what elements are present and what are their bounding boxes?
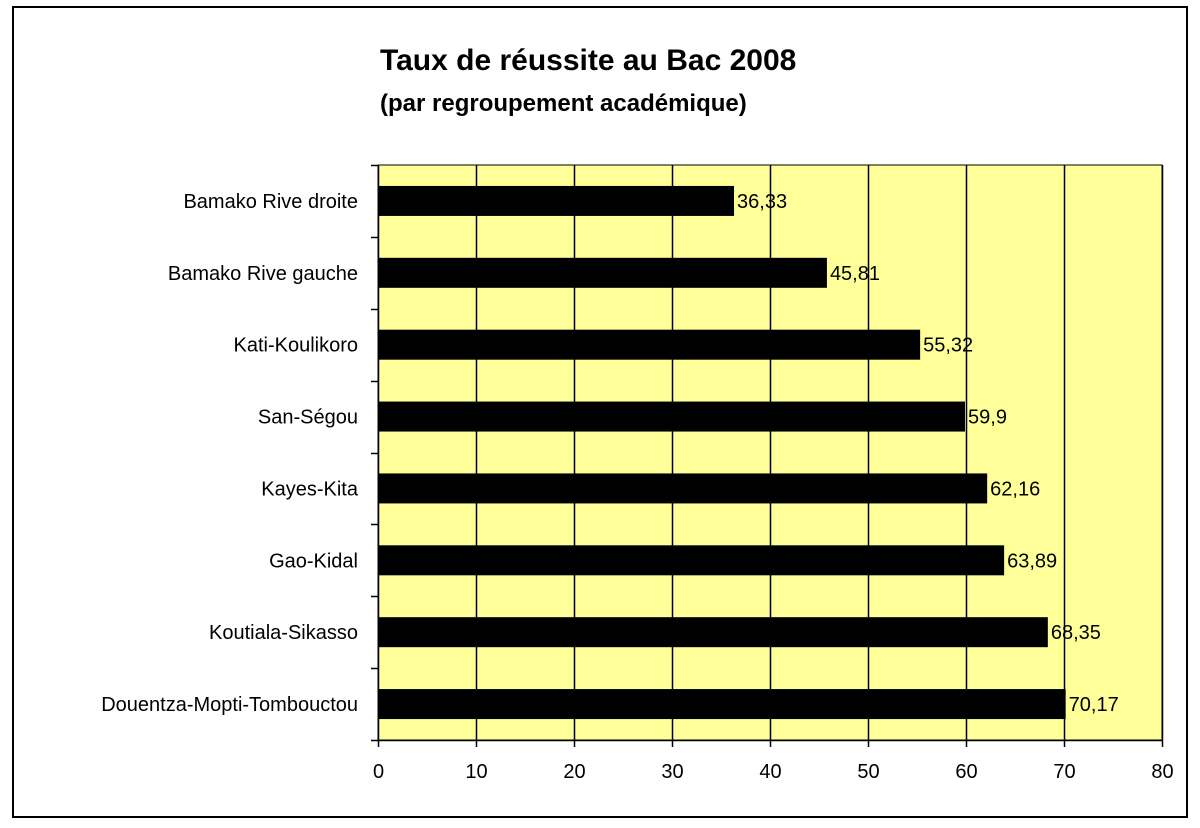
bar-5 bbox=[378, 545, 1005, 576]
x-tick-label-40: 40 bbox=[759, 761, 781, 783]
category-label-1: Bamako Rive gauche bbox=[168, 263, 358, 285]
data-label-3: 59,9 bbox=[968, 407, 1007, 429]
data-label-4: 62,16 bbox=[990, 478, 1040, 500]
bar-7 bbox=[378, 689, 1066, 720]
bar-6 bbox=[378, 617, 1048, 648]
data-label-6: 68,35 bbox=[1051, 622, 1101, 644]
bar-1 bbox=[378, 257, 827, 288]
data-label-1: 45,81 bbox=[830, 263, 880, 285]
bar-4 bbox=[378, 473, 988, 504]
category-label-6: Koutiala-Sikasso bbox=[209, 622, 358, 644]
category-label-0: Bamako Rive droite bbox=[183, 191, 358, 213]
tick-labels: 0 10 20 30 40 50 60 70 80 bbox=[373, 761, 1174, 783]
data-label-7: 70,17 bbox=[1069, 694, 1119, 716]
x-tick-label-80: 80 bbox=[1151, 761, 1173, 783]
x-tick-label-10: 10 bbox=[465, 761, 487, 783]
x-tick-label-20: 20 bbox=[563, 761, 585, 783]
bar-3 bbox=[378, 401, 966, 432]
bars bbox=[378, 185, 1066, 720]
x-tick-label-70: 70 bbox=[1053, 761, 1075, 783]
x-tick-label-30: 30 bbox=[661, 761, 683, 783]
axes bbox=[371, 164, 1164, 747]
category-label-2: Kati-Koulikoro bbox=[233, 335, 358, 357]
x-tick-label-0: 0 bbox=[373, 761, 384, 783]
data-labels: 36,33 45,81 55,32 59,9 62,16 63,89 68,35 70,17 bbox=[737, 191, 1119, 716]
category-label-4: Kayes-Kita bbox=[261, 478, 359, 500]
category-label-7: Douentza-Mopti-Tombouctou bbox=[101, 694, 358, 716]
x-tick-label-50: 50 bbox=[857, 761, 879, 783]
bar-0 bbox=[378, 185, 735, 216]
data-label-5: 63,89 bbox=[1007, 550, 1057, 572]
x-tick-label-60: 60 bbox=[955, 761, 977, 783]
chart-subtitle: (par regroupement académique) bbox=[380, 90, 747, 117]
category-label-3: San-Ségou bbox=[258, 407, 358, 429]
data-label-0: 36,33 bbox=[737, 191, 787, 213]
bar-2 bbox=[378, 329, 921, 360]
category-labels: Bamako Rive droite Bamako Rive gauche Kati… bbox=[101, 191, 359, 716]
category-label-5: Gao-Kidal bbox=[269, 550, 358, 572]
chart-title: Taux de réussite au Bac 2008 bbox=[380, 44, 797, 77]
data-label-2: 55,32 bbox=[923, 335, 973, 357]
